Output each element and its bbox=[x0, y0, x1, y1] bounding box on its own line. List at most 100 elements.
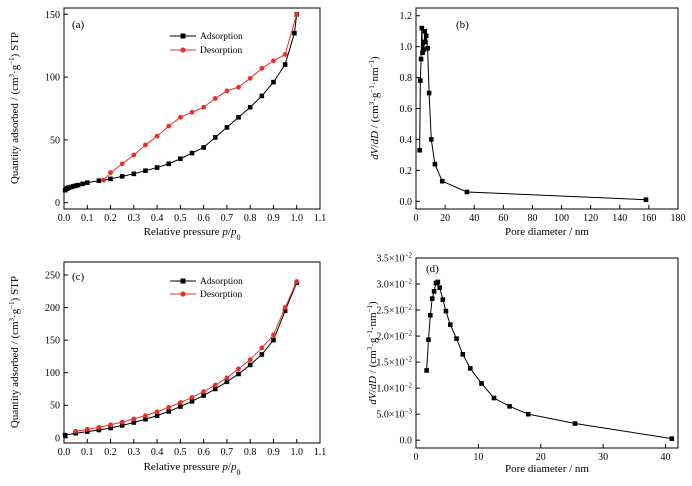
y-tick-label-c-2: 100 bbox=[45, 368, 60, 379]
legend-marker-adsorption-c bbox=[180, 278, 186, 284]
data-point-b-0-8 bbox=[423, 39, 428, 45]
y-tick-label-d-4: 2.0×10−2 bbox=[376, 330, 412, 343]
data-point-d-0-2 bbox=[428, 312, 433, 318]
data-point-d-0-4 bbox=[431, 289, 437, 294]
data-point-a-1-15 bbox=[119, 161, 125, 167]
x-tick-label-c-1: 0.1 bbox=[81, 447, 94, 458]
x-tick-label-c-0: 0.0 bbox=[58, 447, 71, 458]
panel-label-d: (d) bbox=[426, 263, 439, 275]
data-point-a-0-7 bbox=[75, 182, 81, 188]
y-axis-label-a: Quantity adsorbed / (cm3·g−1) STP bbox=[8, 32, 21, 184]
x-tick-label-a-10: 1.0 bbox=[290, 213, 303, 224]
data-point-c-0-12 bbox=[201, 393, 206, 398]
data-point-b-0-14 bbox=[439, 178, 445, 184]
data-point-b-0-1 bbox=[418, 78, 423, 83]
y-tick-label-b-0: 0.0 bbox=[400, 197, 413, 208]
x-axis-label-c: Relative pressure p/p0 bbox=[144, 461, 241, 477]
data-point-a-1-6 bbox=[224, 88, 230, 94]
x-tick-label-c-9: 0.9 bbox=[267, 447, 280, 458]
x-tick-label-a-9: 0.9 bbox=[267, 213, 280, 224]
x-tick-label-c-11: 1.1 bbox=[314, 447, 327, 458]
data-point-d-0-19 bbox=[669, 436, 675, 441]
data-point-c-1-3 bbox=[259, 345, 265, 351]
legend-c: Adsorption Desorption bbox=[170, 277, 243, 300]
data-point-c-1-2 bbox=[271, 332, 276, 338]
plot-frame-d bbox=[415, 257, 679, 449]
data-point-a-1-8 bbox=[201, 104, 207, 110]
data-point-a-0-6 bbox=[73, 183, 78, 189]
data-point-c-1-13 bbox=[143, 413, 148, 419]
data-point-d-0-16 bbox=[507, 404, 512, 409]
x-axis-label-d: Pore diameter / nm bbox=[505, 463, 589, 475]
data-point-c-0-14 bbox=[224, 379, 230, 385]
data-point-a-0-13 bbox=[131, 171, 137, 177]
x-tick-label-c-2: 0.2 bbox=[104, 447, 117, 458]
y-tick-label-d-7: 3.5×10−2 bbox=[376, 252, 412, 265]
data-point-a-0-26 bbox=[282, 62, 288, 67]
data-point-a-1-14 bbox=[131, 152, 137, 158]
data-point-c-0-0 bbox=[62, 432, 68, 438]
data-point-c-1-4 bbox=[247, 357, 253, 363]
data-point-a-1-2 bbox=[271, 58, 276, 64]
data-point-c-0-6 bbox=[131, 420, 137, 425]
data-point-a-0-5 bbox=[71, 184, 76, 189]
panel-d: (d) Pore diameter / nm dV/dD / (cm3·g−1·… bbox=[366, 252, 679, 475]
data-point-d-0-11 bbox=[454, 336, 459, 341]
data-point-a-0-9 bbox=[84, 180, 90, 185]
plot-frame-a bbox=[63, 7, 321, 210]
y-tick-label-c-5: 250 bbox=[45, 271, 60, 282]
data-point-b-0-12 bbox=[428, 137, 434, 142]
data-point-c-1-9 bbox=[189, 395, 195, 400]
data-point-b-0-16 bbox=[643, 197, 649, 203]
x-tick-label-a-7: 0.7 bbox=[221, 213, 234, 224]
data-point-c-0-11 bbox=[189, 399, 195, 404]
data-point-c-1-15 bbox=[119, 419, 125, 425]
data-point-c-1-0 bbox=[294, 279, 300, 284]
legend-marker-desorption-c bbox=[180, 291, 186, 297]
data-point-c-1-18 bbox=[84, 426, 90, 432]
data-point-c-1-7 bbox=[212, 382, 218, 388]
x-tick-label-b-3: 60 bbox=[498, 213, 508, 224]
data-point-c-1-11 bbox=[166, 404, 172, 410]
data-point-a-0-20 bbox=[212, 135, 218, 140]
x-tick-label-c-7: 0.7 bbox=[221, 447, 234, 458]
data-point-a-0-27 bbox=[292, 30, 297, 36]
y-tick-label-a-1: 50 bbox=[50, 135, 60, 146]
series-line-b-0 bbox=[419, 28, 647, 201]
x-tick-label-b-7: 140 bbox=[612, 213, 627, 224]
data-point-a-1-1 bbox=[282, 52, 288, 57]
legend-label-adsorption-c: Adsorption bbox=[200, 277, 243, 287]
y-tick-label-c-4: 200 bbox=[45, 303, 60, 314]
panel-b: (b) Pore diameter / nm dV/dD / (cm3·g−1·… bbox=[368, 7, 686, 238]
y-tick-label-c-3: 150 bbox=[45, 336, 60, 347]
data-point-b-0-7 bbox=[422, 28, 428, 34]
panel-label-c: (c) bbox=[72, 271, 85, 283]
legend-a: Adsorption Desorption bbox=[170, 32, 243, 56]
data-point-c-1-1 bbox=[282, 305, 288, 310]
data-point-b-0-6 bbox=[421, 47, 427, 53]
x-tick-label-c-3: 0.3 bbox=[128, 447, 141, 458]
x-tick-label-d-0: 0 bbox=[414, 452, 419, 463]
data-point-d-0-6 bbox=[435, 279, 441, 285]
data-point-b-0-4 bbox=[420, 50, 425, 56]
data-point-a-1-7 bbox=[212, 96, 218, 101]
data-point-c-1-10 bbox=[177, 400, 183, 406]
y-axis-label-c: Quantity adsorbed / (cm3·g−1) STP bbox=[8, 276, 21, 428]
y-tick-label-b-4: 0.8 bbox=[400, 73, 413, 84]
data-point-a-0-14 bbox=[143, 168, 148, 173]
data-point-c-1-12 bbox=[154, 409, 160, 415]
x-tick-label-a-1: 0.1 bbox=[81, 213, 94, 224]
data-point-d-0-7 bbox=[437, 285, 443, 290]
data-point-a-0-3 bbox=[66, 185, 71, 190]
data-point-c-0-17 bbox=[259, 352, 265, 357]
data-point-d-0-17 bbox=[525, 411, 531, 417]
data-point-c-0-18 bbox=[271, 337, 276, 343]
x-tick-label-b-0: 0 bbox=[414, 213, 419, 224]
legend-label-adsorption-a: Adsorption bbox=[200, 32, 243, 42]
data-point-a-1-17 bbox=[101, 177, 106, 183]
data-point-c-0-15 bbox=[236, 371, 241, 377]
y-tick-label-d-0: 0.0 bbox=[400, 436, 413, 447]
data-point-a-1-12 bbox=[154, 133, 160, 139]
data-point-b-0-11 bbox=[426, 90, 432, 96]
